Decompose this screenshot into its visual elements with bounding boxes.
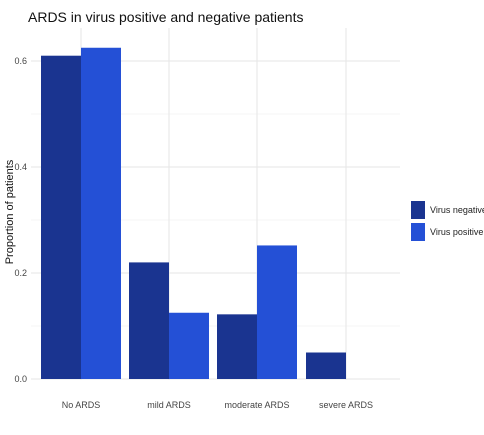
bar-virus-positive-1 [169, 312, 209, 379]
bar-virus-negative-1 [129, 262, 169, 379]
legend: Virus negative Virus positive [411, 201, 484, 241]
bar-virus-negative-3 [306, 352, 346, 379]
x-tick-label: No ARDS [62, 400, 101, 410]
legend-label: Virus negative [430, 205, 484, 215]
chart-title: ARDS in virus positive and negative pati… [28, 9, 303, 25]
legend-label: Virus positive [430, 227, 483, 237]
bar-virus-negative-2 [217, 314, 257, 379]
legend-swatch [411, 223, 425, 241]
x-tick-label: mild ARDS [147, 400, 191, 410]
x-tick-label: moderate ARDS [224, 400, 289, 410]
y-tick-label: 0.4 [14, 162, 27, 172]
x-tick-labels: No ARDS mild ARDS moderate ARDS severe ARDS [62, 400, 373, 410]
legend-swatch [411, 201, 425, 219]
y-tick-label: 0.0 [14, 374, 27, 384]
bar-virus-positive-0 [81, 47, 121, 379]
y-tick-label: 0.2 [14, 268, 27, 278]
y-tick-label: 0.6 [14, 56, 27, 66]
y-tick-labels: 0.0 0.2 0.4 0.6 [14, 56, 27, 384]
bar-virus-positive-2 [257, 245, 297, 379]
y-axis-title: Proportion of patients [4, 159, 16, 264]
x-tick-label: severe ARDS [319, 400, 373, 410]
bars [41, 47, 346, 379]
bar-virus-negative-0 [41, 55, 81, 379]
